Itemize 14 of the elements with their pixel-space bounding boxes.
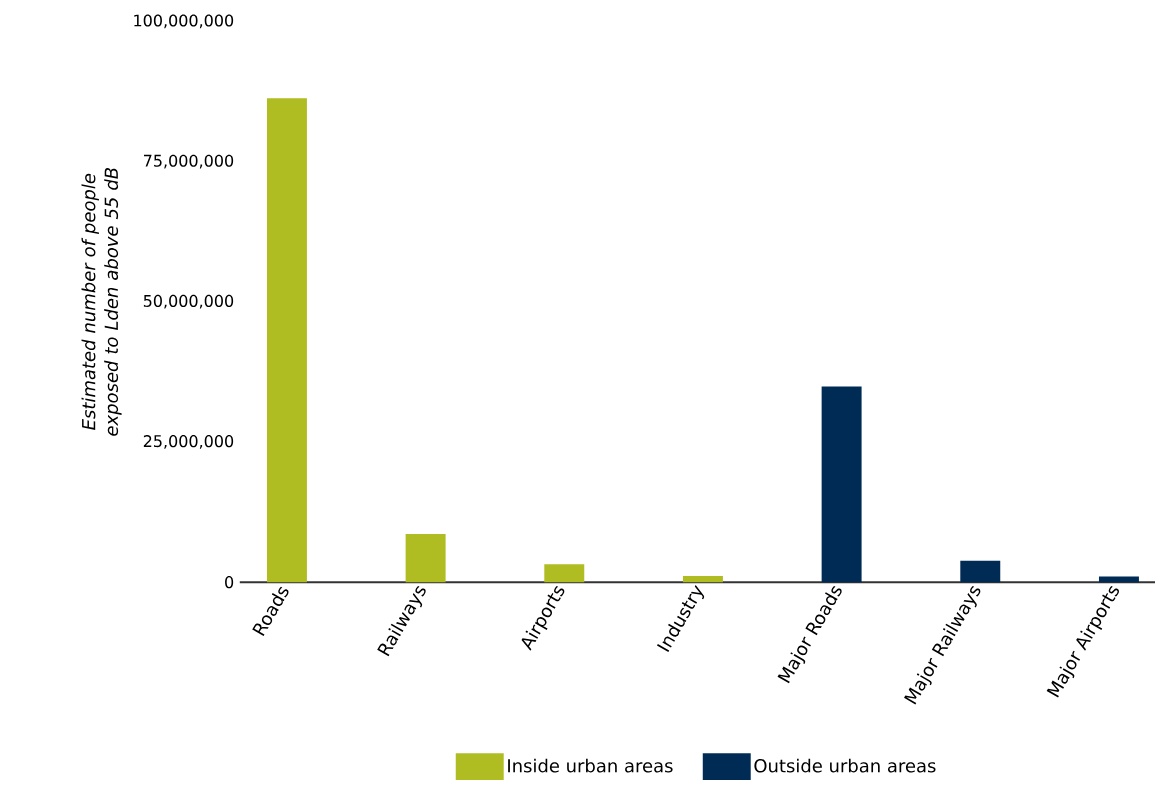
y-tick-label: 100,000,000 (134, 14, 234, 29)
y-tick-label: 25,000,000 (143, 434, 234, 449)
legend-label: Inside urban areas (508, 758, 673, 773)
bar (682, 575, 723, 583)
bar (960, 560, 1001, 583)
y-tick-label: 0 (225, 575, 234, 589)
bar (405, 533, 446, 583)
bar (821, 386, 862, 583)
legend-label: Outside urban areas (754, 758, 936, 773)
bar (544, 564, 585, 583)
y-tick-label: 75,000,000 (143, 154, 234, 169)
y-axis-title: Estimated number of people exposed to Lden above 55 dB (81, 167, 122, 436)
y-tick-label: 50,000,000 (143, 294, 234, 309)
bar (266, 98, 307, 583)
